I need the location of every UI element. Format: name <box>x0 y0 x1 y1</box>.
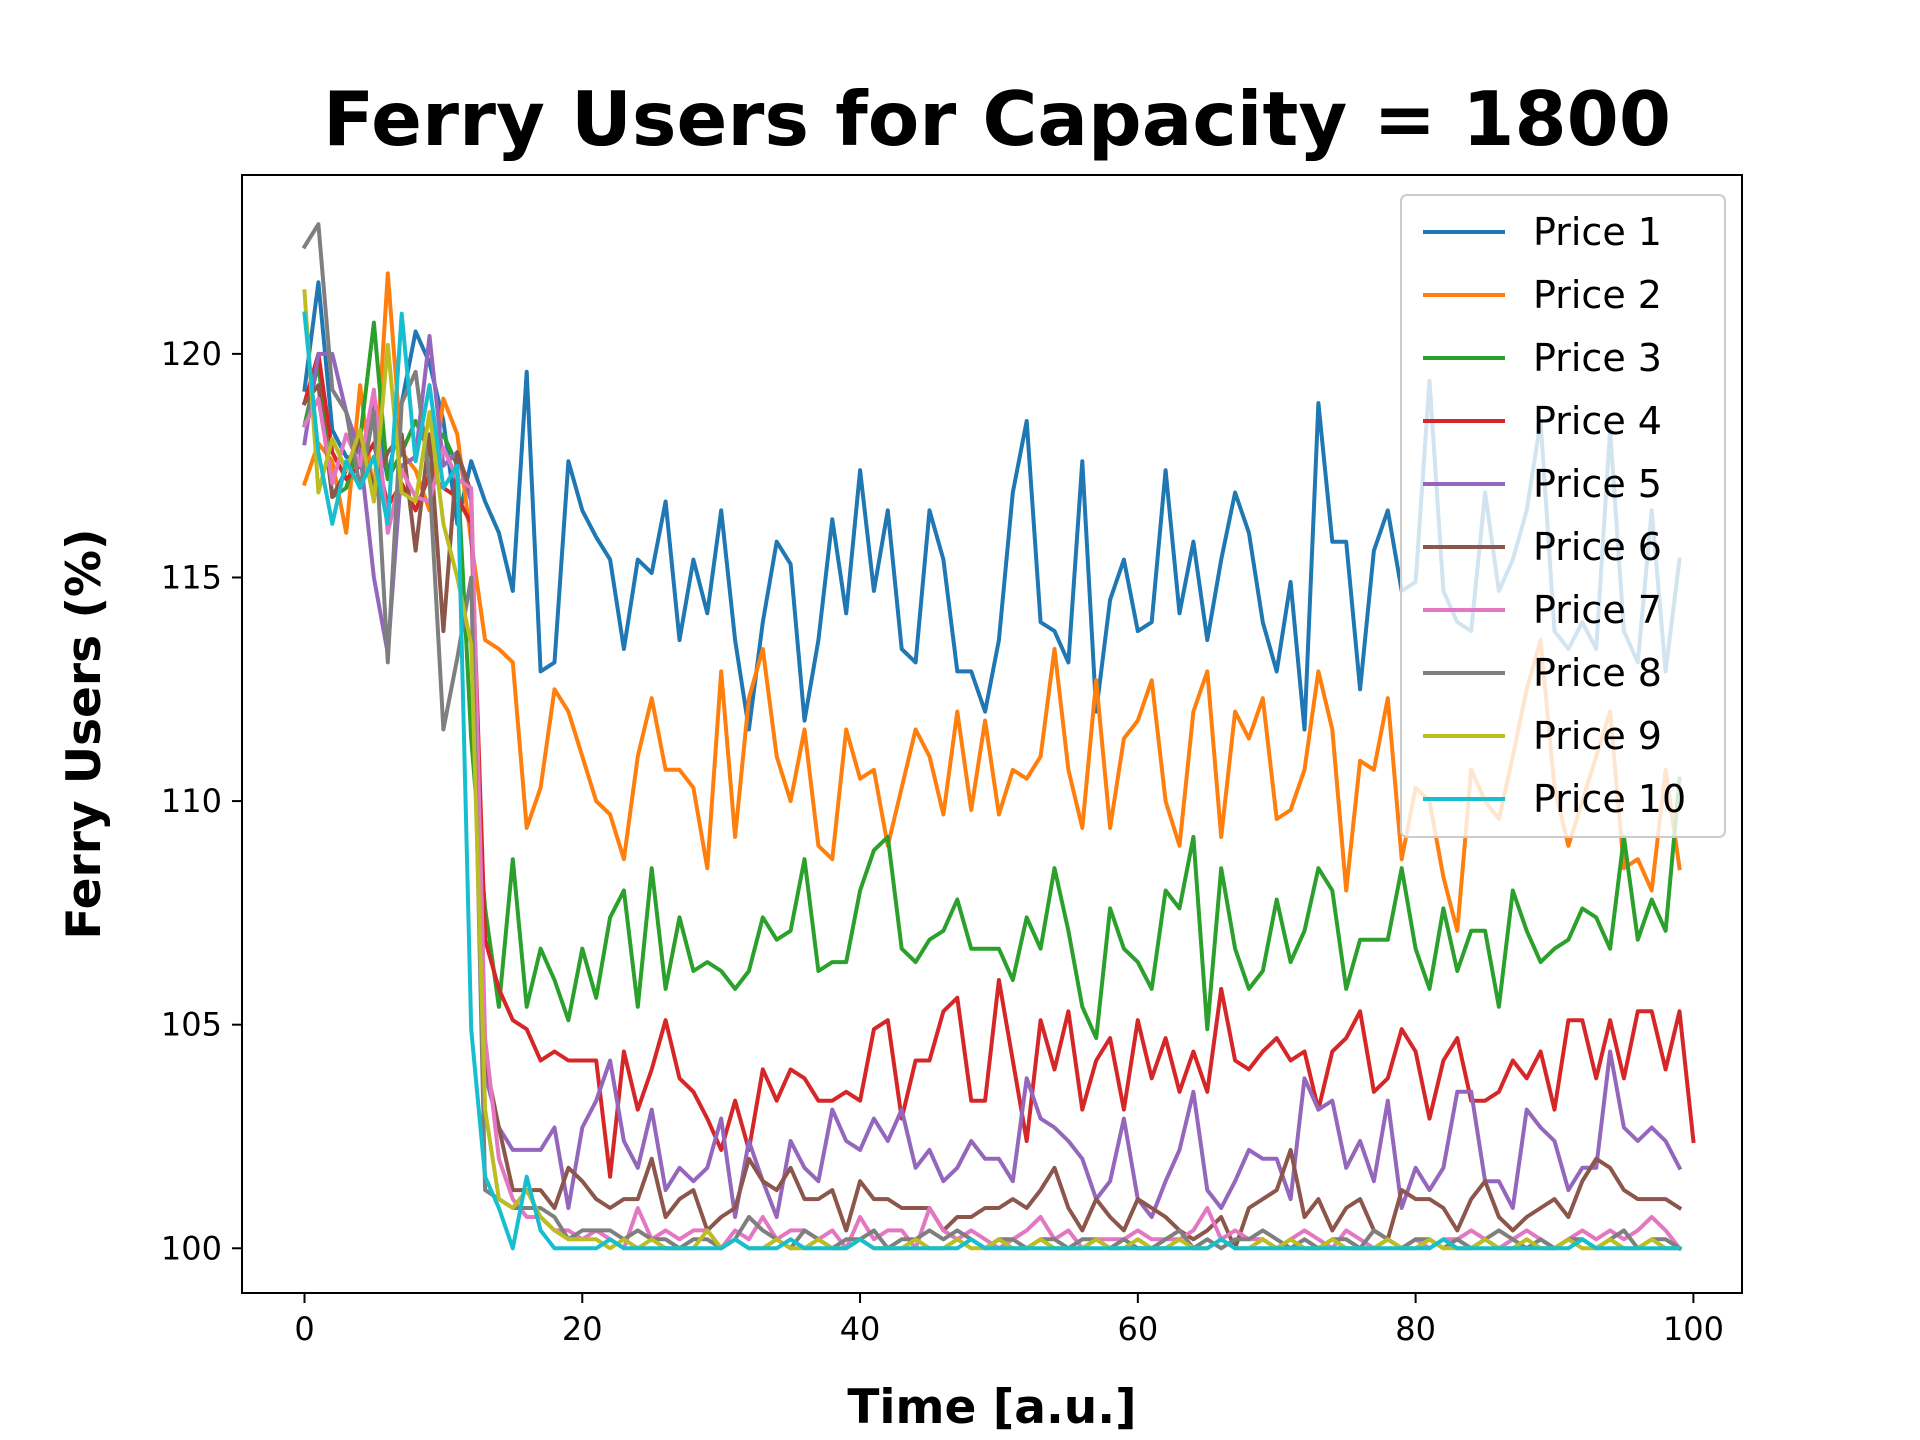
series-layer <box>301 222 1696 1252</box>
x-tick-label: 60 <box>1117 1310 1158 1348</box>
x-tick-label: 100 <box>1663 1310 1724 1348</box>
series-line-price-3 <box>302 320 1682 1041</box>
x-tick-label: 0 <box>294 1310 314 1348</box>
legend-label: Price 4 <box>1533 399 1662 443</box>
x-axis: 0 20 40 60 80 100 <box>294 1293 1724 1348</box>
series-line-price-5 <box>302 334 1683 1219</box>
legend-label: Price 2 <box>1533 273 1662 317</box>
series-line-price-10 <box>302 311 1682 1251</box>
legend-label: Price 7 <box>1533 588 1662 632</box>
x-tick-label: 80 <box>1395 1310 1436 1348</box>
x-tick-label: 20 <box>562 1310 603 1348</box>
legend-label: Price 6 <box>1533 525 1662 569</box>
chart-title: Ferry Users for Capacity = 1800 <box>323 75 1671 163</box>
legend-label: Price 8 <box>1533 651 1662 695</box>
legend-label: Price 5 <box>1533 462 1662 506</box>
y-axis-title: Ferry Users (%) <box>57 528 112 939</box>
series-line-price-6 <box>301 383 1683 1251</box>
legend-box <box>1400 194 1726 838</box>
legend-label: Price 3 <box>1533 336 1662 380</box>
legend-label: Price 10 <box>1533 777 1686 821</box>
y-tick-label: 110 <box>161 782 222 820</box>
legend: Price 1 Price 2 Price 3 Price 4 Price 5 Price… <box>1400 194 1726 838</box>
y-tick-label: 120 <box>161 335 222 373</box>
y-tick-label: 100 <box>161 1229 222 1267</box>
y-axis: 100 105 110 115 120 <box>161 335 242 1267</box>
y-tick-label: 105 <box>161 1006 222 1044</box>
legend-label: Price 9 <box>1533 714 1662 758</box>
series-line-price-2 <box>301 271 1682 933</box>
legend-label: Price 1 <box>1533 210 1662 254</box>
plot-frame <box>241 174 1743 1294</box>
x-axis-title: Time [a.u.] <box>847 1380 1136 1435</box>
series-line-price-4 <box>302 351 1696 1179</box>
y-tick-label: 115 <box>161 558 222 596</box>
x-tick-label: 40 <box>840 1310 881 1348</box>
